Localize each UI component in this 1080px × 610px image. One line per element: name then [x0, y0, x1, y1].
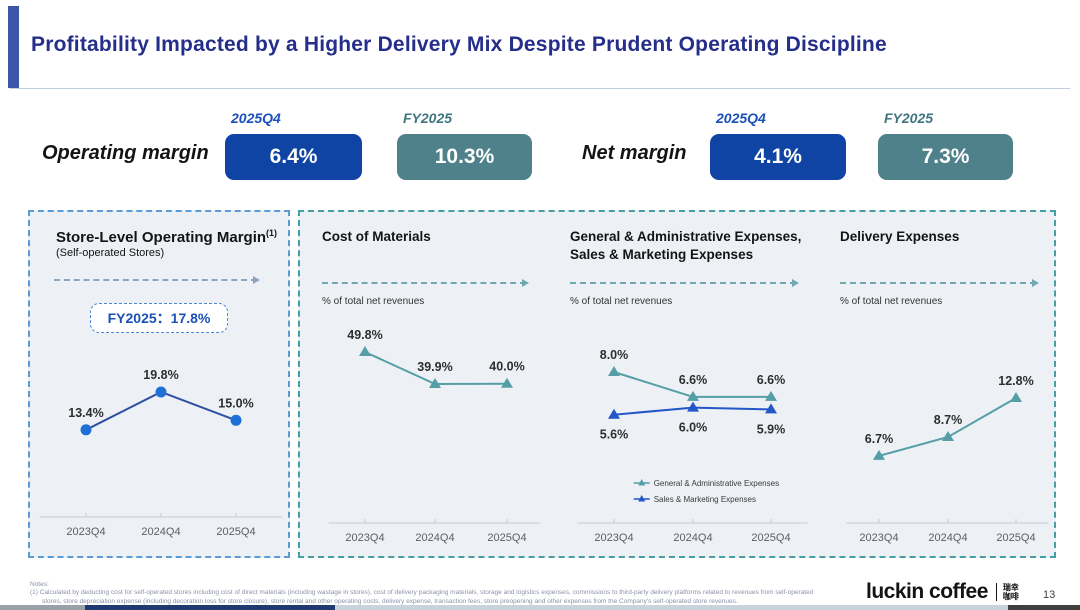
footer-bar-segment [85, 605, 335, 610]
net-margin-label: Net margin [582, 142, 687, 164]
svg-text:49.8%: 49.8% [347, 328, 382, 342]
svg-text:13.4%: 13.4% [68, 406, 103, 420]
net-q4-period-label: 2025Q4 [716, 110, 766, 126]
svg-text:5.6%: 5.6% [600, 428, 629, 442]
store-margin-line-chart: 2023Q4 2024Q4 2025Q4 13.4% 19.8% 15.0% [39, 368, 283, 538]
svg-text:6.6%: 6.6% [679, 373, 708, 387]
svg-text:6.6%: 6.6% [757, 373, 786, 387]
delivery-expenses-ylabel: % of total net revenues [840, 296, 943, 307]
operating-q4-period-label: 2025Q4 [231, 110, 281, 126]
svg-text:15.0%: 15.0% [218, 396, 253, 410]
notes-label: Notes: [30, 581, 49, 588]
svg-text:12.8%: 12.8% [998, 374, 1033, 388]
expenses-panel: Cost of Materials % of total net revenue… [298, 210, 1056, 558]
svg-text:19.8%: 19.8% [143, 368, 178, 382]
fy2025-annotation-badge: FY2025：17.8% [90, 303, 228, 333]
ga-sm-expenses-ylabel: % of total net revenues [570, 296, 673, 307]
svg-text:2024Q4: 2024Q4 [141, 526, 180, 538]
dashed-arrow-icon [322, 279, 529, 287]
footnote-1: (1) Calculated by deducting cost for sel… [30, 589, 814, 605]
svg-text:6.0%: 6.0% [679, 421, 708, 435]
svg-text:2025Q4: 2025Q4 [751, 532, 790, 544]
operating-margin-q4-group: 2025Q4 6.4% [225, 110, 362, 180]
svg-text:2024Q4: 2024Q4 [415, 532, 454, 544]
svg-text:6.7%: 6.7% [865, 432, 894, 446]
svg-text:8.7%: 8.7% [934, 413, 963, 427]
net-margin-q4-group: 2025Q4 4.1% [710, 110, 846, 180]
svg-text:2023Q4: 2023Q4 [594, 532, 633, 544]
svg-text:40.0%: 40.0% [489, 360, 524, 374]
luckin-coffee-logo: luckin coffee 瑞幸 咖啡 [866, 580, 1019, 604]
cost-of-materials-line-chart: 2023Q4 2024Q4 2025Q4 49.8% 39.9% 40.0% [328, 328, 541, 544]
svg-text:2023Q4: 2023Q4 [66, 526, 105, 538]
svg-text:2025Q4: 2025Q4 [996, 532, 1035, 544]
logo-chinese-text: 瑞幸 咖啡 [1003, 583, 1019, 601]
cost-of-materials-title: Cost of Materials [322, 229, 431, 244]
svg-text:2025Q4: 2025Q4 [216, 526, 255, 538]
operating-fy-value-badge: 10.3% [397, 134, 532, 180]
dashed-arrow-icon [54, 276, 260, 284]
header-divider [10, 88, 1070, 89]
cost-of-materials-column: Cost of Materials % of total net revenue… [300, 212, 548, 556]
logo-wordmark: luckin coffee [866, 580, 988, 603]
ga-sm-expenses-column: General & Administrative Expenses, Sales… [548, 212, 818, 556]
svg-text:General & Administrative Expen: General & Administrative Expenses [654, 479, 779, 488]
dashed-arrow-icon [570, 279, 799, 287]
svg-text:2023Q4: 2023Q4 [859, 532, 898, 544]
footer-bar-segment [335, 605, 1008, 610]
delivery-expenses-title: Delivery Expenses [840, 229, 960, 244]
store-margin-title: Store-Level Operating Margin(1) [30, 228, 288, 246]
delivery-expenses-column: Delivery Expenses % of total net revenue… [818, 212, 1058, 556]
svg-text:39.9%: 39.9% [417, 360, 452, 374]
footnotes: Notes: (1) Calculated by deducting cost … [30, 581, 822, 606]
net-q4-value-badge: 4.1% [710, 134, 846, 180]
logo-cn-bottom: 咖啡 [1002, 592, 1019, 601]
ga-sm-expenses-title: General & Administrative Expenses, Sales… [570, 229, 802, 262]
net-fy-value-badge: 7.3% [878, 134, 1013, 180]
logo-divider [995, 583, 997, 601]
title-accent-bar [8, 6, 19, 88]
svg-text:2024Q4: 2024Q4 [673, 532, 712, 544]
store-margin-note-ref: (1) [266, 228, 278, 238]
svg-text:8.0%: 8.0% [600, 348, 629, 362]
svg-text:2023Q4: 2023Q4 [345, 532, 384, 544]
delivery-expenses-line-chart: 2023Q4 2024Q4 2025Q4 6.7% 8.7% 12.8% [846, 374, 1049, 544]
svg-text:Sales & Marketing Expenses: Sales & Marketing Expenses [654, 495, 756, 504]
net-margin-fy-group: FY2025 7.3% [878, 110, 1013, 180]
svg-text:5.9%: 5.9% [757, 422, 786, 436]
cost-of-materials-ylabel: % of total net revenues [322, 296, 425, 307]
store-margin-title-text: Store-Level Operating Margin [56, 229, 267, 246]
net-fy-period-label: FY2025 [884, 110, 934, 126]
operating-fy-period-label: FY2025 [403, 110, 453, 126]
store-margin-panel: Store-Level Operating Margin(1) (Self-op… [28, 210, 290, 558]
store-margin-subtitle: (Self-operated Stores) [56, 247, 165, 259]
svg-text:2024Q4: 2024Q4 [928, 532, 967, 544]
svg-text:2025Q4: 2025Q4 [487, 532, 526, 544]
page-number: 13 [1043, 589, 1056, 601]
footer-bar-segment [0, 605, 85, 610]
footer-bar-segment [1008, 605, 1080, 610]
page-title: Profitability Impacted by a Higher Deliv… [31, 33, 887, 56]
dashed-arrow-icon [840, 279, 1039, 287]
operating-margin-label: Operating margin [42, 142, 209, 164]
logo-cn-top: 瑞幸 [1002, 583, 1019, 592]
operating-q4-value-badge: 6.4% [225, 134, 362, 180]
ga-sm-expenses-line-chart: 2023Q4 2024Q4 2025Q4 8.0% 6.6% 6.6% 5.6% 6.0% 5.… [577, 348, 808, 544]
operating-margin-fy-group: FY2025 10.3% [397, 110, 532, 180]
